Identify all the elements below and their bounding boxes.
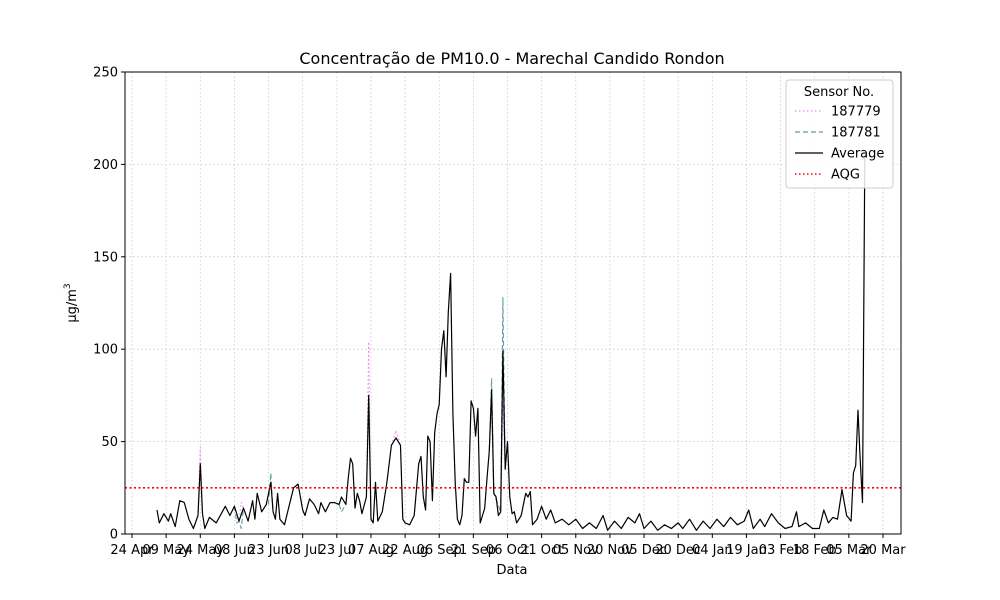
legend-label-187779: 187779	[831, 105, 881, 120]
y-tick-label: 50	[101, 435, 118, 450]
x-tick-label: 23 Jul	[319, 543, 355, 558]
y-axis-label-superscript: 3	[63, 283, 73, 289]
y-axis: 0 50 100 150 200 250	[93, 66, 125, 543]
x-tick-label: 20 Mar	[860, 543, 906, 558]
x-tick-label: 05 Dec	[621, 543, 667, 558]
x-tick-label: 23 Jun	[248, 543, 289, 558]
x-tick-label: 21 Sep	[451, 543, 496, 558]
y-axis-label-main: µg/m	[65, 289, 80, 323]
y-tick-label: 0	[110, 528, 118, 543]
legend-label-aqg: AQG	[831, 168, 860, 183]
y-tick-label: 200	[93, 158, 118, 173]
series-line-187779	[197, 446, 204, 512]
legend-label-187781: 187781	[831, 126, 881, 141]
x-tick-label: 24 Apr	[110, 543, 154, 558]
series-line-average	[156, 155, 866, 531]
x-tick-label: 21 Oct	[520, 543, 563, 558]
y-tick-label: 150	[93, 250, 118, 265]
x-tick-label: 06 Oct	[486, 543, 529, 558]
series-line-187781	[338, 504, 347, 513]
x-tick-label: 05 Mar	[826, 543, 872, 558]
axes-frame	[124, 71, 902, 535]
legend-box	[785, 79, 894, 189]
legend-label-average: Average	[831, 147, 884, 162]
y-axis-label: µg/m3	[63, 283, 80, 322]
x-tick-label: 24 May	[176, 543, 224, 558]
x-tick-label: 19 Jan	[726, 543, 767, 558]
series-line-187779	[390, 429, 402, 446]
x-tick-label: 03 Feb	[759, 543, 803, 558]
x-tick-label: 05 Nov	[553, 543, 599, 558]
x-tick-label: 18 Feb	[793, 543, 837, 558]
x-tick-label: 09 May	[142, 543, 190, 558]
chart-title: Concentração de PM10.0 - Marechal Candid…	[299, 49, 724, 68]
y-tick-label: 100	[93, 343, 118, 358]
x-axis-label: Data	[496, 563, 527, 578]
plot-lines	[125, 155, 901, 531]
legend: Sensor No. 187779 187781 Average AQG	[785, 79, 894, 189]
legend-entries: 187779 187781 Average AQG	[795, 105, 884, 183]
x-tick-label: 04 Jan	[692, 543, 733, 558]
x-tick-label: 08 Jun	[214, 543, 255, 558]
legend-title: Sensor No.	[804, 85, 874, 100]
x-tick-label: 20 Dec	[655, 543, 701, 558]
series-line-187779	[238, 502, 245, 523]
x-tick-label: 06 Sep	[417, 543, 462, 558]
x-tick-label: 08 Jul	[285, 543, 321, 558]
x-tick-label: 22 Aug	[382, 543, 428, 558]
x-tick-label: 07 Aug	[348, 543, 394, 558]
x-tick-label: 20 Nov	[587, 543, 633, 558]
y-tick-label: 250	[93, 66, 118, 81]
